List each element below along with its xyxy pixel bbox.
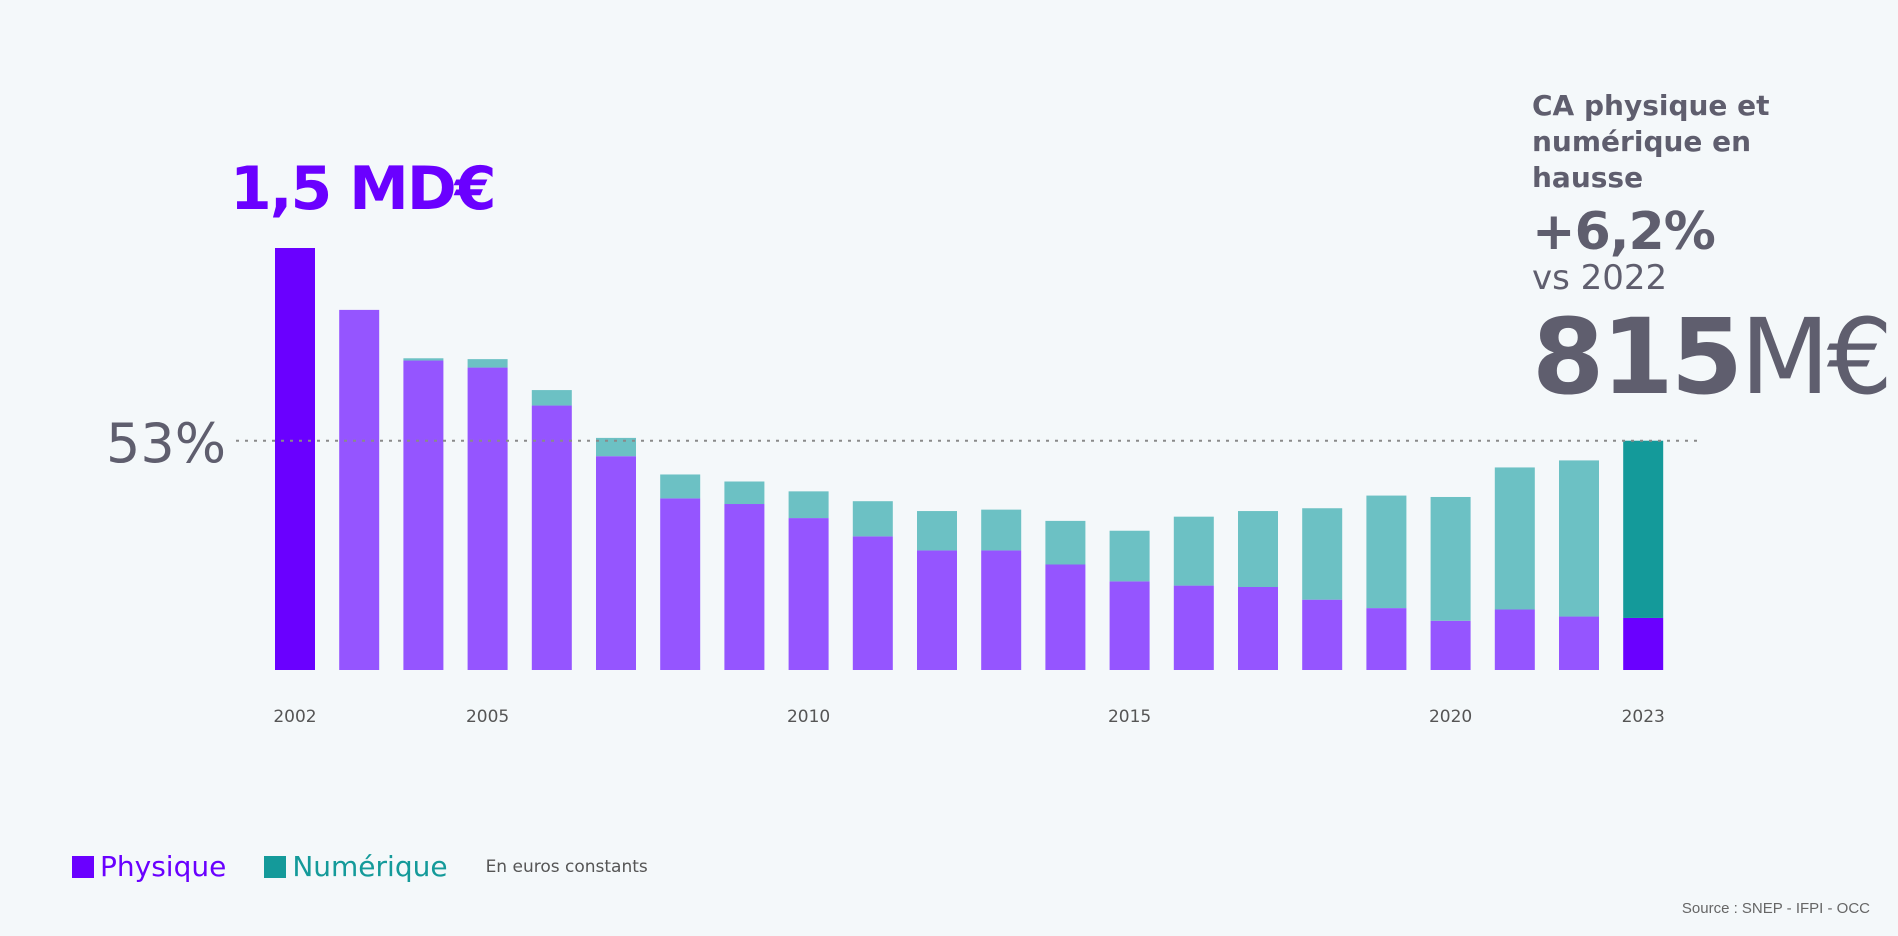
bar-numerique-2010 (788, 491, 829, 519)
bar-numerique-2011 (852, 501, 893, 537)
bar-physique-2007 (596, 456, 636, 670)
bar-physique-2015 (1109, 581, 1150, 670)
bar-numerique-2021 (1494, 467, 1535, 610)
legend-label-physique: Physique (100, 850, 227, 883)
bar-physique-2014 (1045, 564, 1086, 670)
legend-item-physique: Physique (72, 850, 226, 883)
reference-percentage-label: 53% (106, 412, 227, 475)
bar-physique-2006 (531, 405, 572, 670)
bar-physique-2020 (1430, 620, 1471, 670)
bar-physique-2004 (403, 360, 444, 670)
legend-swatch-numerique (264, 855, 287, 878)
x-tick-label-2015: 2015 (1108, 707, 1151, 727)
legend: Physique Numérique En euros constants (72, 850, 648, 883)
chart-frame: 2002 2005 2010 2015 2020 2023 1,5 MD€ 53% CA … (12, 12, 1893, 924)
x-tick-label-2010: 2010 (787, 707, 830, 727)
bar-numerique-2023 (1623, 440, 1664, 618)
bar-physique-2017 (1238, 587, 1278, 670)
bar-physique-2010 (788, 518, 829, 670)
bar-numerique-2007 (596, 437, 636, 457)
bar-physique-2008 (660, 498, 701, 670)
bar-numerique-2014 (1045, 520, 1086, 565)
bar-numerique-2013 (981, 509, 1022, 551)
bar-physique-2013 (981, 550, 1022, 670)
bar-physique-2023 (1623, 617, 1664, 670)
bar-numerique-2005 (467, 359, 508, 368)
source-note: Source : SNEP - IFPI - OCC (1681, 900, 1870, 917)
legend-swatch-physique (72, 855, 94, 878)
bar-numerique-2006 (531, 390, 572, 406)
legend-note: En euros constants (485, 856, 648, 877)
x-tick-label-2005: 2005 (466, 707, 509, 727)
bar-physique-2003 (339, 309, 380, 670)
bar-numerique-2018 (1302, 508, 1343, 600)
x-tick-label-2020: 2020 (1429, 707, 1472, 727)
bar-physique-2005 (467, 367, 508, 670)
legend-label-numerique: Numérique (292, 850, 448, 883)
bar-numerique-2022 (1559, 460, 1599, 617)
bar-physique-2019 (1366, 608, 1407, 670)
bar-numerique-2019 (1366, 495, 1407, 609)
callout-growth: +6,2% (1532, 202, 1716, 262)
bar-physique-2021 (1494, 609, 1535, 670)
x-tick-label-2023: 2023 (1622, 707, 1665, 727)
growth-callout: CA physique et numérique en hausse +6,2%… (1532, 88, 1893, 412)
callout-total: 815M€ (1532, 302, 1893, 412)
bar-numerique-2008 (660, 474, 701, 499)
callout-total-unit: M€ (1740, 296, 1893, 418)
callout-total-number: 815 (1532, 296, 1743, 418)
bar-numerique-2004 (403, 358, 444, 361)
bar-physique-2011 (852, 536, 893, 670)
bar-numerique-2017 (1238, 511, 1278, 588)
bar-numerique-2016 (1173, 516, 1214, 586)
legend-item-numerique: Numérique (264, 850, 448, 883)
stacked-bar-chart: 2002 2005 2010 2015 2020 2023 (236, 248, 1700, 727)
bar-numerique-2012 (917, 511, 957, 551)
bar-numerique-2020 (1430, 496, 1471, 621)
peak-value-label: 1,5 MD€ (230, 154, 496, 224)
bar-physique-2009 (724, 504, 765, 670)
bar-numerique-2009 (724, 481, 765, 505)
callout-text: CA physique et numérique en hausse (1532, 89, 1770, 194)
bar-physique-2012 (917, 550, 957, 670)
callout-vs: vs 2022 (1532, 258, 1668, 298)
x-tick-label-2002: 2002 (273, 707, 316, 727)
bar-physique-2016 (1173, 585, 1214, 670)
bar-physique-2022 (1559, 616, 1599, 670)
bar-physique-2002 (275, 248, 315, 670)
bar-physique-2018 (1302, 599, 1343, 670)
bar-numerique-2015 (1109, 530, 1150, 582)
